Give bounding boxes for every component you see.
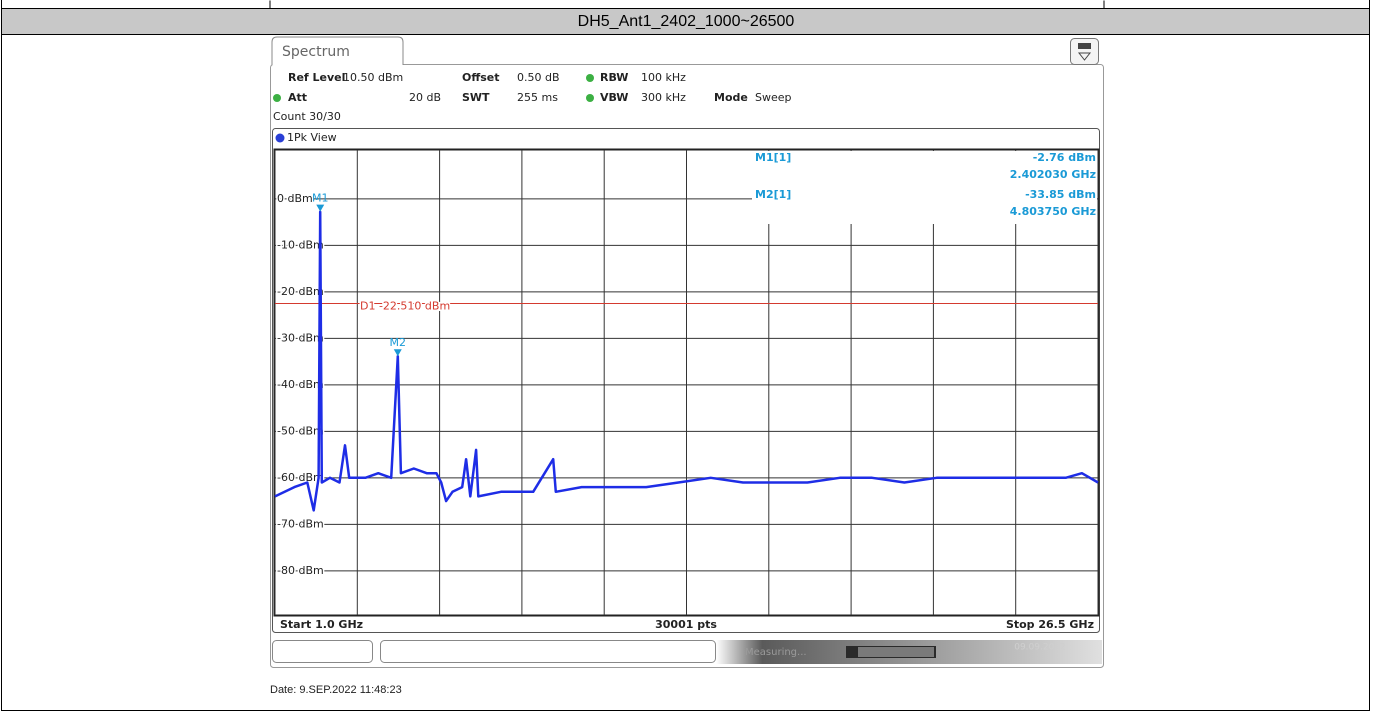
tab-label: Spectrum bbox=[282, 44, 350, 60]
setting-value: 100 kHz bbox=[641, 71, 686, 84]
status-date: 09.09.2022 bbox=[1014, 643, 1066, 653]
menu-icon-glyph bbox=[1078, 43, 1091, 49]
plot: 0 dBm -10 dBm -20 dBm -30 dBm -40 dBm -50 dBm… bbox=[274, 150, 1099, 615]
status-dot bbox=[586, 74, 594, 82]
marker-readout: M2[1] bbox=[755, 188, 791, 201]
setting-label: Offset bbox=[462, 71, 500, 84]
setting-label: Ref Level bbox=[288, 71, 345, 84]
marker-value: -2.76 dBm bbox=[1033, 151, 1096, 164]
progress-fill bbox=[858, 647, 934, 657]
y-tick-label: -70 dBm bbox=[277, 517, 324, 530]
setting-value: 300 kHz bbox=[641, 91, 686, 104]
marker-value: -33.85 dBm bbox=[1025, 188, 1096, 201]
setting-label: SWT bbox=[462, 91, 490, 104]
marker-readout: M1[1] bbox=[755, 151, 791, 164]
stop-label: Stop 26.5 GHz bbox=[1006, 618, 1094, 631]
view-label: 1Pk View bbox=[287, 131, 337, 144]
marker bbox=[316, 204, 325, 212]
date: Date: 9.SEP.2022 11:48:23 bbox=[270, 684, 402, 696]
setting-value: 255 ms bbox=[517, 91, 558, 104]
count: Count 30/30 bbox=[273, 110, 341, 123]
marker-frequency: 2.402030 GHz bbox=[1010, 168, 1096, 181]
setting-value: 20 dB bbox=[409, 91, 441, 104]
y-tick-label: 0 dBm bbox=[277, 192, 313, 205]
marker-frequency: 4.803750 GHz bbox=[1010, 205, 1096, 218]
setting-label: Att bbox=[288, 91, 307, 104]
y-tick-label: -80 dBm bbox=[277, 564, 324, 577]
start-label: Start 1.0 GHz bbox=[280, 618, 363, 631]
tab bbox=[271, 36, 404, 65]
header-cell bbox=[1, 8, 1370, 35]
status-dot bbox=[586, 94, 594, 102]
y-tick-label: -60 dBm bbox=[277, 471, 324, 484]
header-title: DH5_Ant1_2402_1000~26500 bbox=[578, 13, 795, 30]
menu-icon[interactable] bbox=[1070, 38, 1099, 65]
y-tick-label: -10 dBm bbox=[277, 238, 324, 251]
status-box bbox=[272, 640, 373, 663]
view-dot bbox=[275, 133, 285, 143]
y-tick-label: -20 dBm bbox=[277, 285, 324, 298]
setting-label: RBW bbox=[600, 71, 628, 84]
setting-label: Mode bbox=[714, 91, 748, 104]
marker bbox=[393, 349, 402, 357]
setting-value: Sweep bbox=[755, 91, 792, 104]
marker-name: M2 bbox=[390, 336, 407, 349]
setting-value: 0.50 dB bbox=[517, 71, 560, 84]
y-tick-label: -50 dBm bbox=[277, 424, 324, 437]
status-box bbox=[380, 640, 716, 663]
points-label: 30001 pts bbox=[655, 618, 717, 631]
setting-label: VBW bbox=[600, 91, 628, 104]
display-line-label: D1 -22.510 dBm bbox=[360, 299, 450, 312]
trace bbox=[274, 210, 1099, 512]
y-tick-label: -40 dBm bbox=[277, 378, 324, 391]
setting-value: 10.50 dBm bbox=[343, 71, 403, 84]
marker-name: M1 bbox=[312, 192, 329, 205]
status-text: Measuring... bbox=[745, 647, 807, 658]
y-tick-label: -30 dBm bbox=[277, 331, 324, 344]
menu-icon-glyph bbox=[1077, 52, 1092, 61]
status-dot bbox=[273, 94, 281, 102]
marker-panel bbox=[752, 151, 1097, 224]
